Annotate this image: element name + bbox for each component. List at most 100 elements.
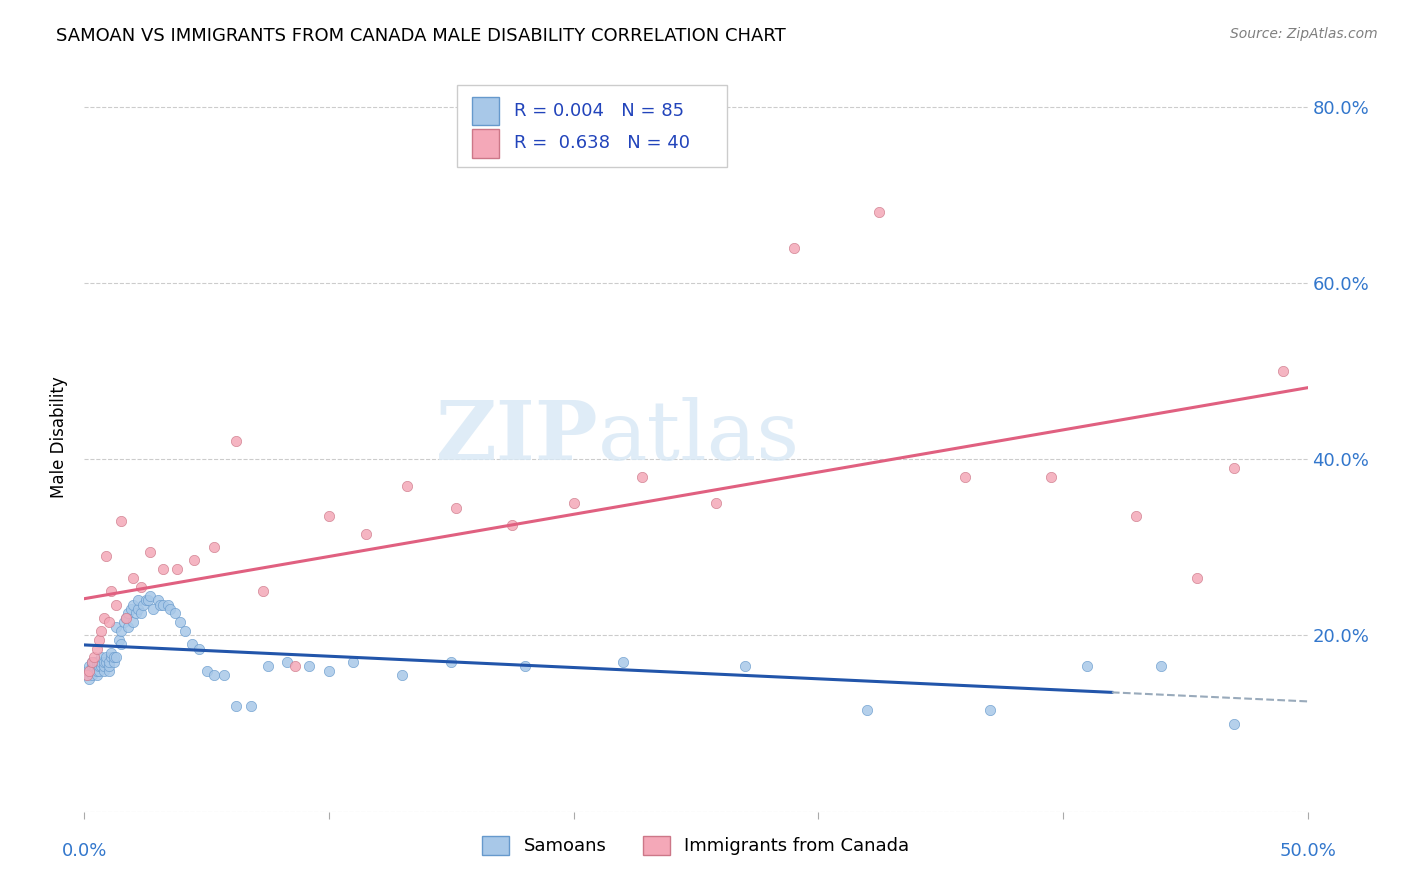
Point bbox=[93, 664, 115, 678]
Point bbox=[149, 598, 172, 612]
Point bbox=[1150, 659, 1173, 673]
Point bbox=[100, 650, 122, 665]
Point bbox=[105, 619, 128, 633]
Point bbox=[97, 664, 120, 678]
Y-axis label: Male Disability: Male Disability bbox=[51, 376, 69, 498]
Point bbox=[83, 659, 105, 673]
Point bbox=[93, 655, 115, 669]
Point bbox=[87, 664, 110, 678]
Point bbox=[188, 641, 211, 656]
Point bbox=[117, 619, 139, 633]
Point bbox=[159, 602, 181, 616]
Text: atlas: atlas bbox=[598, 397, 800, 477]
Point bbox=[132, 598, 155, 612]
Point bbox=[225, 698, 247, 713]
Point bbox=[1125, 509, 1147, 524]
Point bbox=[122, 598, 145, 612]
Point bbox=[396, 478, 419, 492]
Point bbox=[202, 541, 225, 555]
Point bbox=[129, 607, 152, 621]
Point bbox=[1223, 716, 1246, 731]
Point bbox=[856, 703, 879, 717]
Point bbox=[139, 589, 162, 603]
Point bbox=[80, 668, 103, 682]
Point bbox=[869, 205, 891, 219]
Point bbox=[90, 624, 112, 638]
Point bbox=[136, 593, 159, 607]
Point bbox=[1272, 364, 1295, 378]
Point bbox=[127, 593, 149, 607]
Point bbox=[77, 673, 100, 687]
Point bbox=[298, 659, 321, 673]
Text: 0.0%: 0.0% bbox=[62, 842, 107, 860]
Point bbox=[318, 664, 340, 678]
Point bbox=[142, 602, 165, 616]
Point bbox=[100, 584, 122, 599]
Point bbox=[90, 655, 112, 669]
Point bbox=[502, 518, 524, 533]
Point bbox=[239, 698, 262, 713]
Point bbox=[120, 602, 142, 616]
Point bbox=[979, 703, 1001, 717]
Point bbox=[122, 571, 145, 585]
Point bbox=[77, 664, 100, 678]
Text: ZIP: ZIP bbox=[436, 397, 598, 477]
Text: SAMOAN VS IMMIGRANTS FROM CANADA MALE DISABILITY CORRELATION CHART: SAMOAN VS IMMIGRANTS FROM CANADA MALE DI… bbox=[56, 27, 786, 45]
Point bbox=[110, 624, 132, 638]
Point bbox=[110, 637, 132, 651]
Point bbox=[354, 527, 377, 541]
Point bbox=[87, 659, 110, 673]
Point bbox=[1039, 469, 1062, 483]
Point bbox=[146, 593, 169, 607]
Point bbox=[83, 655, 105, 669]
Bar bbox=[472, 97, 499, 126]
Point bbox=[122, 615, 145, 630]
Point bbox=[80, 655, 103, 669]
Point bbox=[115, 611, 138, 625]
Point bbox=[202, 668, 225, 682]
Point bbox=[100, 646, 122, 660]
Point bbox=[257, 659, 280, 673]
Point bbox=[783, 241, 806, 255]
Point bbox=[86, 659, 108, 673]
Point bbox=[127, 602, 149, 616]
Point bbox=[734, 659, 756, 673]
Point bbox=[96, 650, 118, 665]
Point bbox=[76, 664, 98, 678]
Point bbox=[444, 500, 467, 515]
Point bbox=[90, 650, 112, 665]
Point bbox=[103, 650, 125, 665]
Point bbox=[96, 549, 118, 563]
Point bbox=[135, 593, 157, 607]
Point bbox=[391, 668, 413, 682]
Point bbox=[103, 655, 125, 669]
Point bbox=[107, 632, 129, 647]
Point bbox=[318, 509, 340, 524]
Point bbox=[953, 469, 976, 483]
Point bbox=[105, 650, 128, 665]
Point bbox=[90, 659, 112, 673]
Point bbox=[97, 659, 120, 673]
Point bbox=[112, 615, 135, 630]
Point bbox=[1187, 571, 1209, 585]
Point bbox=[156, 598, 179, 612]
Point bbox=[440, 655, 463, 669]
Text: R = 0.004   N = 85: R = 0.004 N = 85 bbox=[513, 103, 683, 120]
Point bbox=[212, 668, 235, 682]
Point bbox=[173, 624, 195, 638]
Point bbox=[80, 655, 103, 669]
Point bbox=[183, 553, 205, 567]
Point bbox=[152, 598, 174, 612]
Point bbox=[76, 668, 98, 682]
Point bbox=[1223, 461, 1246, 475]
Point bbox=[181, 637, 204, 651]
Point bbox=[80, 659, 103, 673]
Point bbox=[87, 655, 110, 669]
Point bbox=[562, 496, 585, 510]
Point bbox=[284, 659, 307, 673]
Point bbox=[83, 664, 105, 678]
Point bbox=[129, 580, 152, 594]
Point bbox=[195, 664, 218, 678]
Point bbox=[77, 664, 100, 678]
Point bbox=[86, 655, 108, 669]
